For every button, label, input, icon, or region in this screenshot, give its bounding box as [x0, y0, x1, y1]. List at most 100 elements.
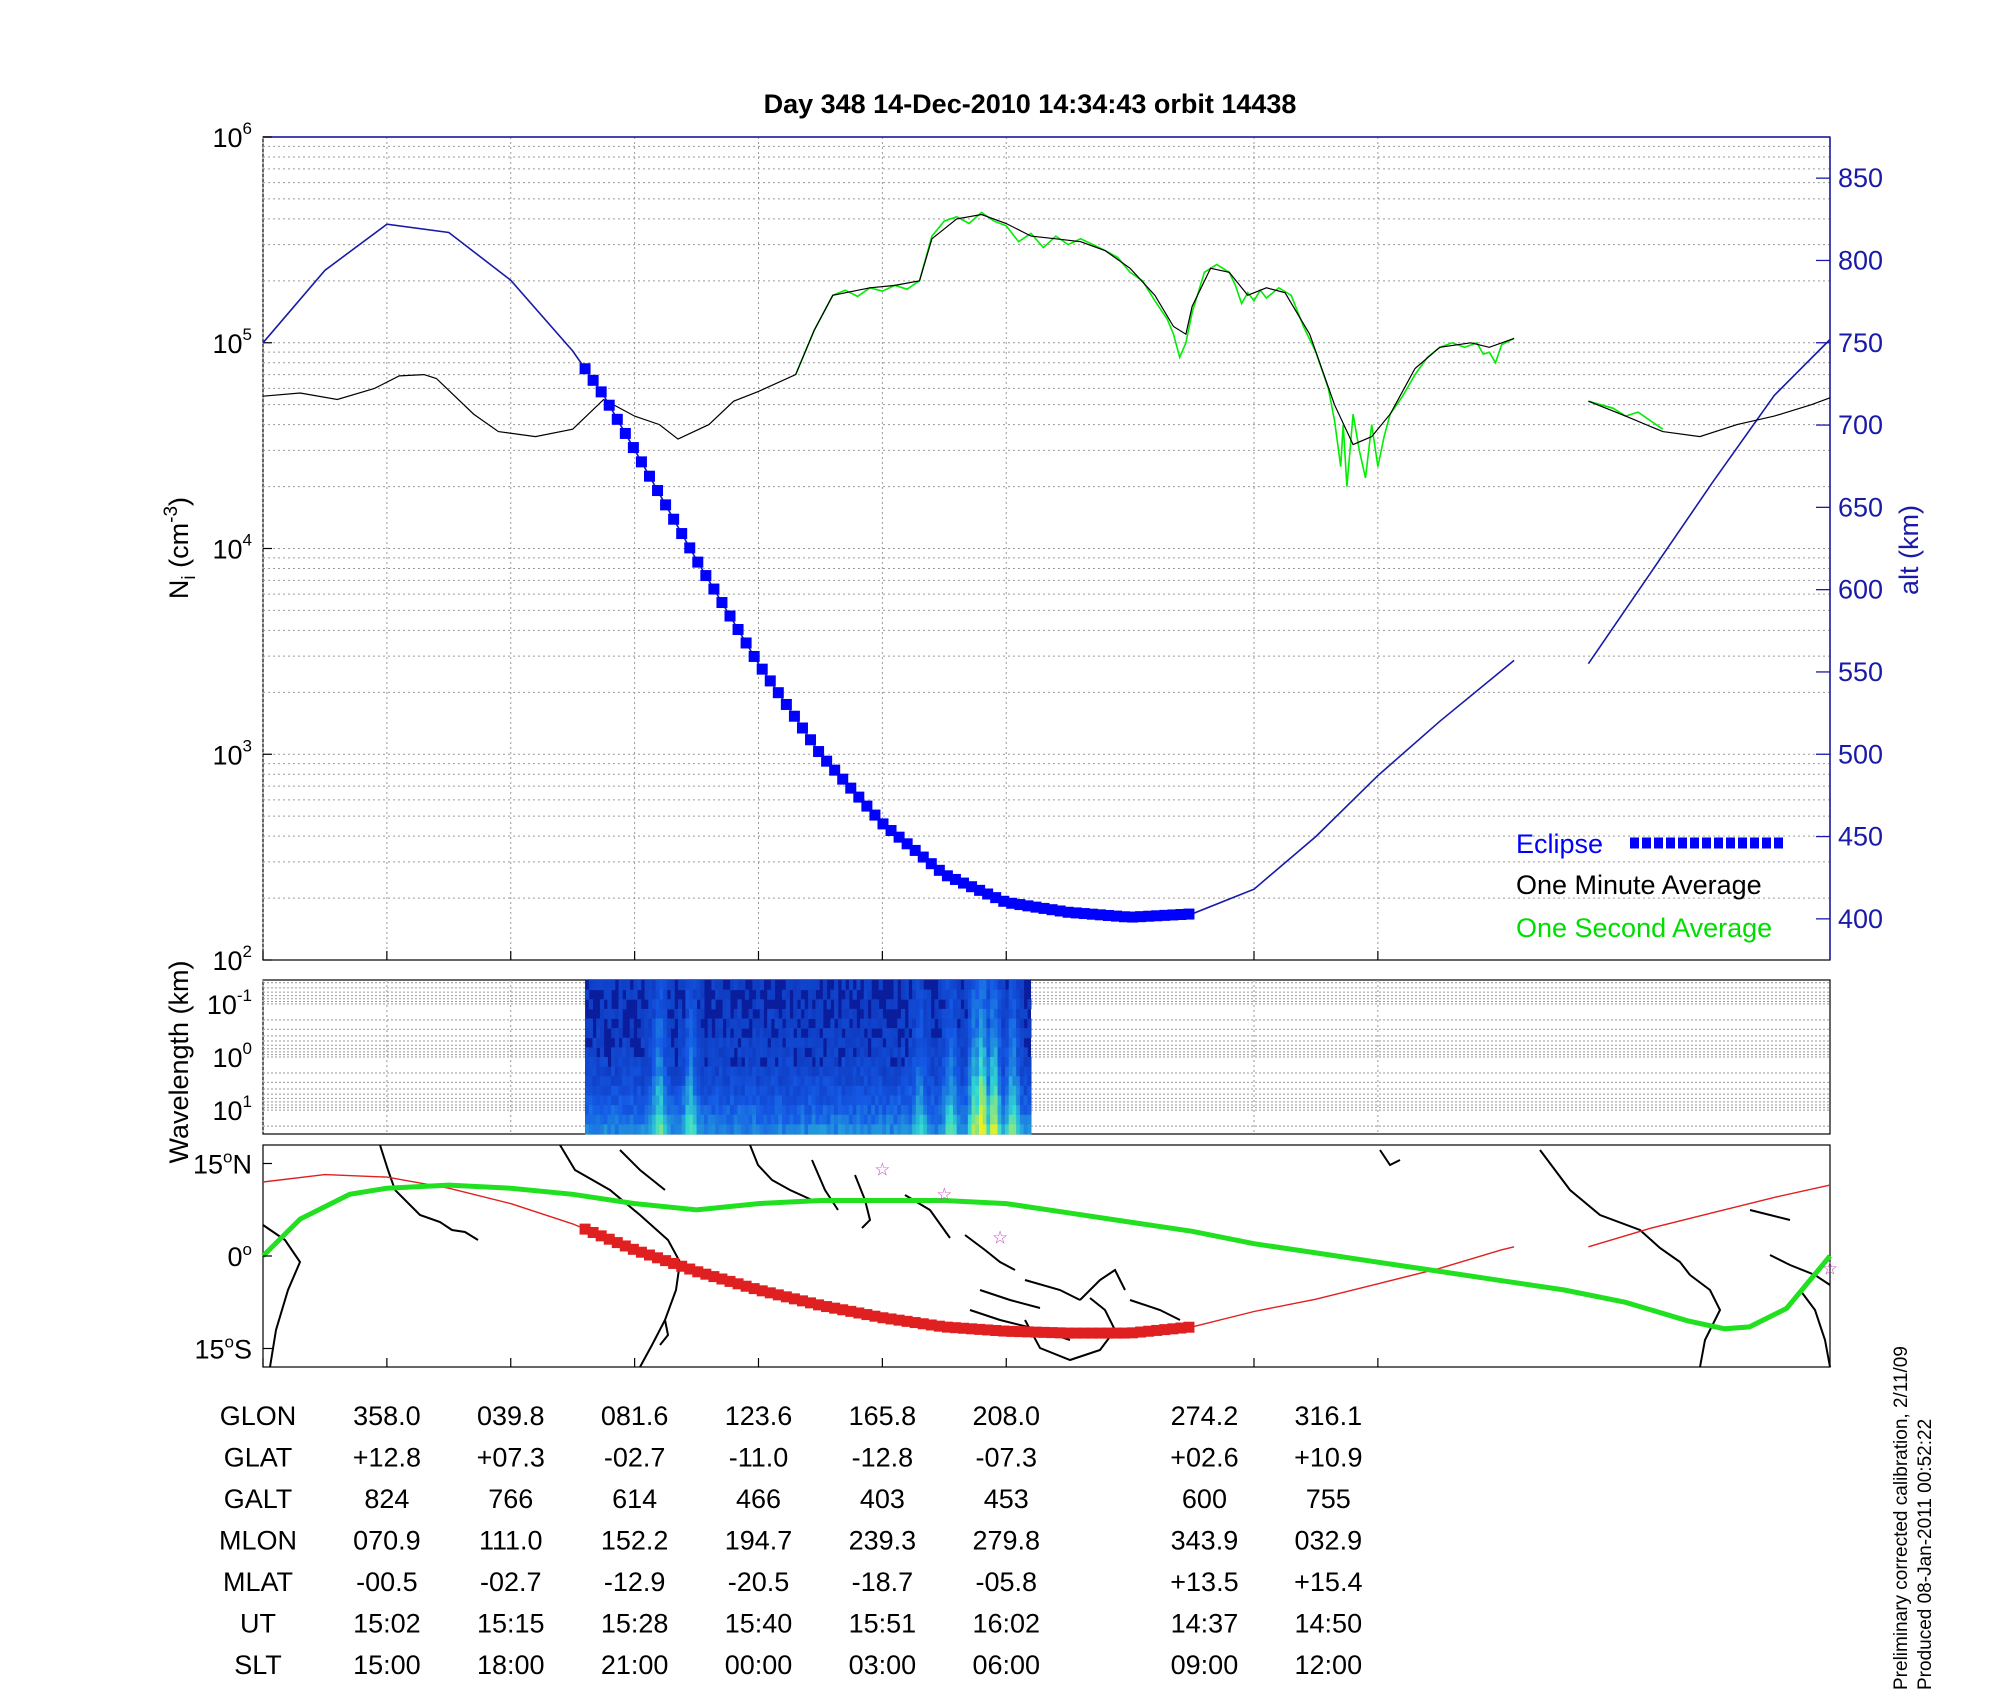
- spectrogram-cell: [681, 1095, 686, 1106]
- spectrogram-cell: [863, 1008, 869, 1019]
- spectrogram-cell: [1016, 1028, 1021, 1039]
- eclipse-marker: [805, 734, 817, 746]
- spectrogram-cell: [815, 1047, 820, 1058]
- spectrogram-cell: [811, 1047, 816, 1058]
- spectrogram-cell: [938, 1008, 943, 1019]
- spectrogram-cell: [863, 1057, 869, 1068]
- spectrogram-cell: [837, 1095, 842, 1106]
- spectrogram-cell: [841, 1018, 846, 1029]
- spectrogram-cell: [822, 1066, 828, 1077]
- map-eclipse-marker: [619, 1240, 631, 1252]
- spectrogram-cell: [681, 980, 686, 991]
- spectrogram-cell: [1027, 1124, 1032, 1135]
- spectrogram-cell: [655, 1105, 660, 1116]
- spectrogram-cell: [730, 1124, 735, 1135]
- spectrogram-cell: [618, 1124, 623, 1135]
- spectrogram-cell: [633, 1105, 638, 1116]
- spectrogram-cell: [904, 1105, 909, 1116]
- spectrogram-cell: [629, 1105, 634, 1116]
- spectrogram-cell: [900, 989, 906, 1000]
- spectrogram-cell: [622, 1114, 627, 1125]
- footer-note: Preliminary corrected calibration, 2/11/…: [1891, 1341, 1936, 1690]
- spectrogram-cell: [670, 1047, 675, 1058]
- spectrogram-cell: [1005, 1047, 1010, 1058]
- spectrogram-cell: [625, 1066, 631, 1077]
- ephemeris-value: 194.7: [725, 1526, 793, 1556]
- spectrogram-cell: [893, 1105, 898, 1116]
- spectrogram-cell: [744, 1114, 750, 1125]
- spectrogram-cell: [952, 1008, 958, 1019]
- spectrogram-cell: [834, 1028, 839, 1039]
- spectrogram-cell: [960, 1047, 965, 1058]
- spectrogram-cell: [1019, 1076, 1025, 1087]
- spectrogram-cell: [975, 1124, 980, 1135]
- spectrogram-cell: [1005, 1018, 1010, 1029]
- spectrogram-cell: [860, 1047, 865, 1058]
- spectrogram-cell: [1008, 1057, 1013, 1068]
- spectrogram-cell: [893, 1076, 898, 1087]
- spectrogram-cell: [882, 1105, 887, 1116]
- spectrogram-cell: [908, 1018, 913, 1029]
- map-eclipse-marker: [885, 1313, 897, 1325]
- map-eclipse-marker: [1054, 1327, 1066, 1339]
- spectrogram-cell: [1012, 1057, 1017, 1068]
- spectrogram-cell: [841, 1085, 846, 1096]
- spectrogram-cell: [919, 1114, 924, 1125]
- spectrogram-cell: [622, 1066, 627, 1077]
- spectrogram-cell: [822, 1124, 828, 1135]
- spectrogram-cell: [830, 1047, 835, 1058]
- ephemeris-value: +12.8: [353, 1443, 421, 1473]
- spectrogram-cell: [800, 1085, 805, 1096]
- spectrogram-cell: [830, 1114, 835, 1125]
- spectrogram-cell: [926, 1066, 932, 1077]
- spectrogram-cell: [889, 1037, 895, 1048]
- spectrogram-cell: [819, 1095, 824, 1106]
- spectrogram-cell: [741, 1076, 746, 1087]
- spectrogram-cell: [1008, 989, 1013, 1000]
- spectrogram-cell: [997, 999, 1002, 1010]
- spectrogram-cell: [789, 1066, 794, 1077]
- spectrogram-cell: [726, 1114, 731, 1125]
- spectrogram-cell: [774, 1105, 779, 1116]
- spectrogram-cell: [1001, 1076, 1006, 1087]
- eclipse-marker: [853, 791, 865, 803]
- spectrogram-cell: [733, 1124, 738, 1135]
- ephemeris-table: GLONGLATGALTMLONMLATUTSLT358.0+12.882407…: [219, 1401, 1362, 1680]
- spectrogram-cell: [856, 1037, 861, 1048]
- spectrogram-cell: [919, 1047, 924, 1058]
- spectrogram-cell: [651, 1105, 657, 1116]
- spectrogram-cell: [592, 1066, 597, 1077]
- spectrogram-cell: [975, 1018, 980, 1029]
- spectrogram-cell: [707, 1057, 712, 1068]
- spectrogram-cell: [904, 1076, 909, 1087]
- eclipse-marker: [732, 623, 744, 635]
- spectrogram-cell: [874, 1018, 880, 1029]
- spectrogram-cell: [711, 1114, 716, 1125]
- eclipse-marker: [829, 764, 841, 776]
- map-eclipse-marker: [579, 1223, 591, 1235]
- spectrogram-cell: [793, 1008, 798, 1019]
- spectrogram-cell: [715, 980, 720, 991]
- spectrogram-cell: [599, 1057, 605, 1068]
- spectrogram-cell: [886, 1037, 891, 1048]
- spectrogram-cell: [692, 1076, 698, 1087]
- density-grid: [262, 136, 1831, 960]
- spectrogram-cell: [663, 1114, 668, 1125]
- spectrogram-cell: [659, 1114, 664, 1125]
- spectrogram-cell: [811, 1008, 816, 1019]
- spectrogram-cell: [863, 980, 869, 991]
- spectrogram-cell: [748, 1095, 753, 1106]
- spectrogram-cell: [852, 1105, 857, 1116]
- spectrogram-cell: [893, 989, 898, 1000]
- ephemeris-value: 152.2: [601, 1526, 669, 1556]
- spectrogram-cell: [614, 1028, 620, 1039]
- spectrogram-cell: [618, 999, 623, 1010]
- spectrogram-cell: [1008, 1047, 1013, 1058]
- spectrogram-cell: [707, 1124, 712, 1135]
- spectrogram-cell: [752, 999, 757, 1010]
- y-tick-label: 103: [212, 736, 252, 770]
- spectrogram-cell: [681, 1028, 686, 1039]
- spectrogram-cell: [815, 1076, 820, 1087]
- spectrogram-cell: [644, 1047, 649, 1058]
- spectrogram-cell: [938, 1124, 943, 1135]
